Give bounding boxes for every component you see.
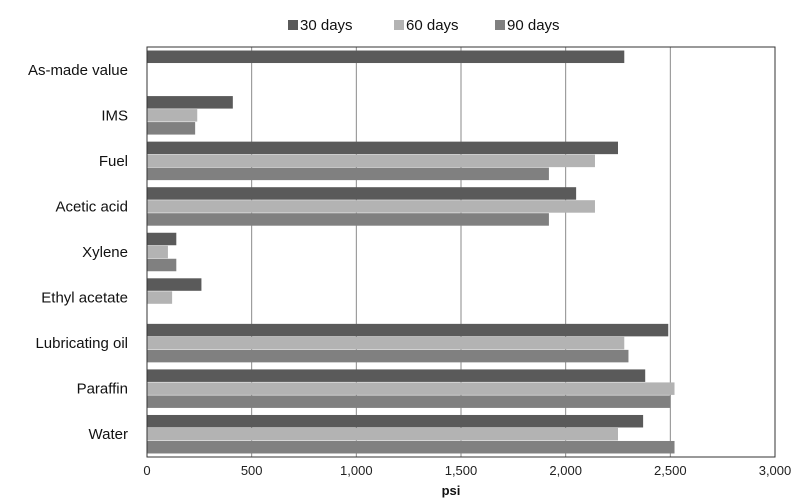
bar (147, 167, 549, 181)
x-tick-label: 2,000 (549, 463, 582, 478)
x-tick-label: 0 (143, 463, 150, 478)
category-labels: As-made value IMS Fuel Acetic acid Xylene Eth… (28, 62, 128, 443)
bar (147, 122, 196, 135)
legend-swatch (495, 20, 505, 30)
bar (147, 187, 577, 200)
x-tick-labels: 0 500 1,000 1,500 2,000 2,500 3,000 (143, 463, 791, 478)
bar (147, 141, 618, 155)
x-tick-label: 2,500 (654, 463, 687, 478)
bar (147, 213, 549, 226)
legend-label: 90 days (507, 17, 560, 34)
bar (147, 395, 671, 408)
plot-frame (146, 46, 776, 458)
bar (147, 200, 595, 213)
bar (147, 278, 202, 291)
bar (147, 336, 625, 350)
bar (147, 382, 675, 395)
bar (147, 323, 669, 337)
legend-swatch (394, 20, 404, 30)
legend-label: 60 days (406, 17, 459, 34)
legend-label: 30 days (300, 17, 353, 34)
bar (147, 440, 675, 454)
bar (147, 245, 168, 259)
bar (147, 154, 595, 168)
bar (147, 291, 173, 304)
category-label: Lubricating oil (35, 335, 128, 352)
bars (147, 50, 675, 454)
legend: 30 days 60 days 90 days (288, 17, 560, 34)
bar (147, 349, 629, 363)
category-label: IMS (101, 107, 128, 124)
category-label: As-made value (28, 62, 128, 79)
category-label: Ethyl acetate (41, 290, 128, 307)
x-tick-label: 3,000 (759, 463, 792, 478)
x-tick-label: 500 (241, 463, 263, 478)
bar (147, 427, 618, 441)
category-label: Xylene (82, 244, 128, 261)
category-label: Fuel (99, 153, 128, 170)
bar (147, 232, 177, 246)
category-label: Water (89, 426, 128, 443)
category-label: Acetic acid (55, 198, 128, 215)
bar (147, 109, 198, 122)
legend-swatch (288, 20, 298, 30)
bar (147, 50, 625, 64)
x-axis-title: psi (442, 483, 461, 498)
bar (147, 369, 646, 382)
x-tick-label: 1,500 (445, 463, 478, 478)
x-tick-label: 1,000 (340, 463, 373, 478)
bar (147, 258, 177, 272)
bar (147, 414, 644, 428)
category-label: Paraffin (77, 381, 128, 398)
bar (147, 96, 233, 109)
